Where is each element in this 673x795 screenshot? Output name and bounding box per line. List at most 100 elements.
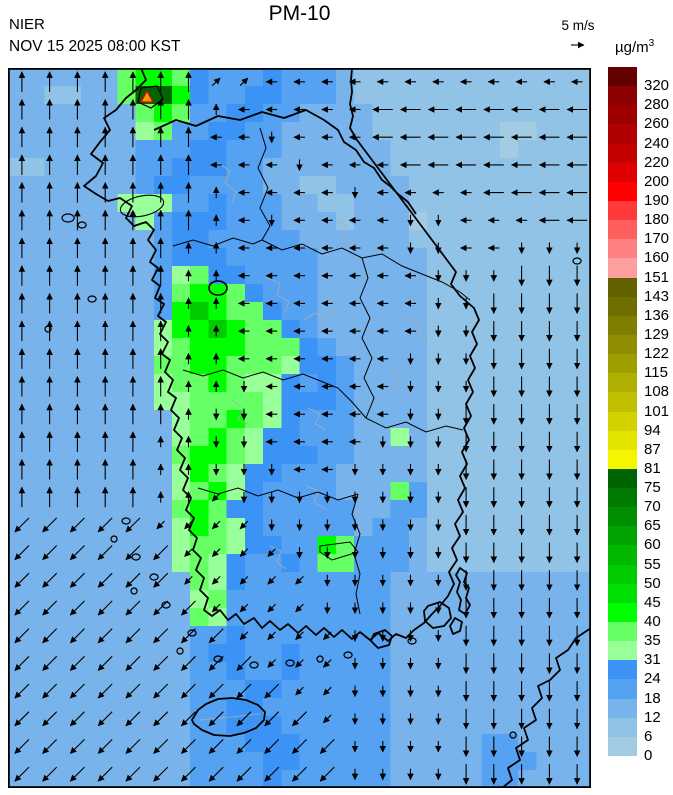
wind-arrow [208, 739, 224, 754]
colorbar-tick-label: 115 [644, 364, 668, 382]
colorbar-tick-label: 81 [644, 459, 661, 477]
colorbar-segment [608, 583, 637, 604]
wind-arrow [295, 686, 304, 696]
colorbar-segment [608, 449, 637, 470]
wind-arrow [69, 628, 85, 644]
geoje-island [423, 601, 452, 629]
wind-arrow [14, 683, 30, 699]
colorbar-segment [608, 717, 637, 738]
wind-arrow [69, 711, 85, 727]
wind-arrow [323, 686, 332, 696]
wind-arrow [153, 655, 169, 671]
colorbar-segment [608, 411, 637, 432]
colorbar-segment [608, 736, 637, 757]
wind-arrow [264, 766, 280, 782]
datetime-label: NOV 15 2025 08:00 KST [9, 38, 181, 55]
wind-arrow [97, 628, 113, 644]
wind-arrow [295, 576, 304, 585]
wind-arrow [184, 576, 193, 585]
wind-arrow [239, 520, 249, 530]
wind-arrow [69, 739, 85, 754]
county-boundaries [199, 162, 429, 721]
colorbar-tick-label: 151 [644, 268, 670, 286]
colorbar-tick-label: 55 [644, 555, 661, 573]
colorbar-segment [608, 200, 637, 221]
wind-arrow [211, 603, 221, 613]
wind-arrow [208, 766, 224, 782]
dmz-border [153, 109, 417, 215]
page-title: PM-10 [268, 2, 331, 25]
wind-arrow [97, 517, 113, 533]
wind-arrow [42, 572, 58, 588]
wind-arrow [14, 545, 30, 561]
wind-scale-arrow-icon [560, 38, 596, 56]
wind-arrow [42, 628, 58, 644]
wind-arrow [292, 711, 307, 727]
colorbar-segment [608, 239, 637, 259]
wind-arrow [153, 766, 169, 782]
wind-arrow [14, 739, 30, 754]
kyushu-coastline [501, 627, 592, 789]
colorbar-tick-label: 129 [644, 325, 670, 343]
unit-label: µg/m3 [615, 38, 654, 56]
jeju-island [191, 697, 266, 737]
wind-arrow [211, 492, 221, 502]
wind-arrow [153, 600, 169, 616]
wind-arrow [319, 766, 335, 782]
wind-arrow [125, 683, 141, 699]
colorbar-segment [608, 334, 637, 355]
wind-arrow [295, 631, 304, 640]
wind-arrow [264, 711, 280, 727]
wind-arrow [69, 600, 85, 616]
wind-arrow [42, 600, 58, 616]
wind-arrow [69, 655, 85, 671]
colorbar-tick-label: 70 [644, 498, 661, 516]
wind-arrow [125, 517, 141, 533]
colorbar-segment [608, 698, 637, 719]
wind-arrow [181, 766, 196, 782]
wind-arrow [323, 631, 332, 640]
colorbar-tick-label: 136 [644, 306, 670, 324]
colorbar-segment [608, 258, 637, 278]
wind-arrow [97, 600, 113, 616]
wind-arrow [239, 631, 249, 640]
colorbar-tick-label: 220 [644, 153, 670, 171]
colorbar-segment [608, 124, 637, 145]
colorbar-tick-label: 35 [644, 632, 661, 650]
wind-arrow [42, 517, 58, 533]
wind-arrow [97, 683, 113, 699]
wind-arrow [153, 572, 169, 588]
wind-arrow [295, 603, 304, 613]
colorbar-segment [608, 602, 637, 623]
colorbar-tick-label: 31 [644, 651, 661, 669]
colorbar-segment [608, 373, 637, 393]
unit-exponent: 3 [648, 38, 655, 49]
map-frame [7, 67, 592, 789]
colorbar-tick-label: 180 [644, 211, 670, 229]
colorbar-segment [608, 660, 637, 680]
unit-base: µg/m [615, 39, 649, 56]
colorbar-tick-label: 101 [644, 402, 670, 420]
wind-arrow [267, 548, 276, 557]
colorbar-legend: 320 280 260 240 220 200 190 180 170 160 151 143 136 1… [608, 67, 669, 763]
colorbar-segment [608, 181, 637, 202]
colorbar-tick-label: 280 [644, 96, 670, 114]
colorbar-segment [608, 392, 637, 412]
colorbar-tick-label: 122 [644, 345, 670, 363]
wind-arrow [239, 603, 249, 613]
colorbar-segment [608, 162, 637, 183]
wind-arrow [267, 659, 276, 668]
wind-arrow [239, 77, 249, 87]
wind-arrow [42, 655, 58, 671]
colorbar-segment [608, 67, 637, 87]
concentration-contours [119, 85, 359, 561]
wind-arrow [208, 683, 224, 699]
wind-arrow [14, 766, 30, 782]
wind-arrow [97, 655, 113, 671]
wind-arrow [97, 766, 113, 782]
wind-arrow [236, 683, 252, 699]
colorbar-segment [608, 468, 637, 489]
colorbar-tick-label: 24 [644, 670, 661, 688]
colorbar-segment [608, 86, 637, 106]
